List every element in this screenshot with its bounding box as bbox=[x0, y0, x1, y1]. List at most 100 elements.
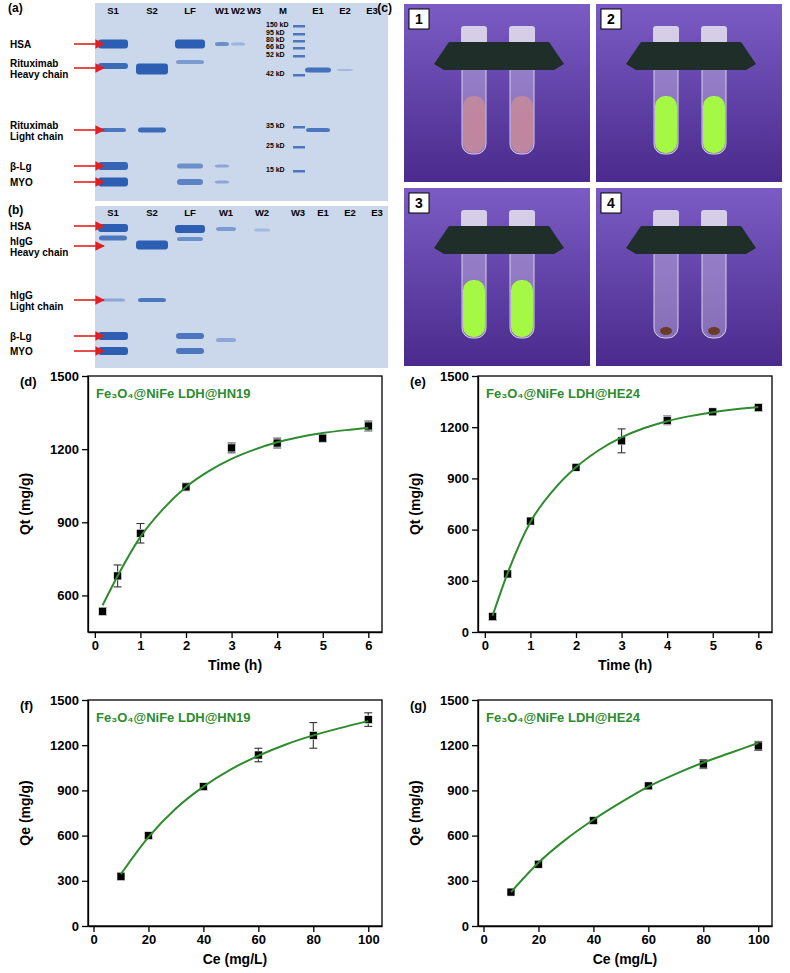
protein-label: β-Lg bbox=[10, 331, 32, 342]
fit-line bbox=[511, 743, 758, 892]
y-tick: 1200 bbox=[50, 738, 88, 753]
y-tick-label: 300 bbox=[447, 873, 469, 888]
x-axis-title: Ce (mg/L) bbox=[203, 951, 268, 967]
axis-line bbox=[88, 701, 89, 927]
gel-panel: (b)S1S2LFW1W2W3E1E2E3HSAhIgGHeavy chainh… bbox=[8, 203, 388, 368]
x-tick-label: 2 bbox=[183, 638, 190, 653]
lane-label: LF bbox=[184, 207, 196, 218]
photo-background bbox=[596, 4, 782, 182]
x-tick-label: 0 bbox=[480, 932, 487, 947]
protein-arrow bbox=[74, 181, 104, 183]
ladder-band bbox=[293, 47, 305, 50]
ladder-band bbox=[293, 74, 305, 77]
y-tick-label: 1200 bbox=[440, 420, 469, 435]
data-point bbox=[228, 444, 236, 452]
y-tick-label: 600 bbox=[57, 828, 79, 843]
chart: 020406080100030060090012001500Ce (mg/L)Q… bbox=[407, 693, 773, 967]
lane-label: W1 bbox=[219, 207, 234, 218]
protein-arrow bbox=[74, 299, 104, 301]
panel-label: (c) bbox=[377, 1, 392, 15]
y-tick-label: 900 bbox=[447, 783, 469, 798]
error-bar-cap bbox=[114, 586, 122, 587]
chart: 0123456030060090012001500Time (h)Qt (mg/… bbox=[407, 369, 773, 673]
y-tick-mark bbox=[82, 835, 88, 836]
gel-band bbox=[136, 64, 168, 75]
gel-band bbox=[254, 229, 270, 232]
x-tick-label: 100 bbox=[358, 932, 380, 947]
y-tick-label: 900 bbox=[57, 783, 79, 798]
x-tick-label: 20 bbox=[142, 932, 156, 947]
x-axis-title: Ce (mg/L) bbox=[593, 951, 658, 967]
photo-image: 2 bbox=[596, 4, 782, 182]
x-tick-mark bbox=[758, 926, 759, 932]
gel-background bbox=[95, 3, 388, 201]
panel-label: (d) bbox=[20, 374, 37, 389]
x-tick: 6 bbox=[755, 632, 762, 653]
x-tick-mark bbox=[368, 632, 369, 638]
y-axis: 030060090012001500 bbox=[440, 369, 478, 640]
y-tick: 900 bbox=[57, 515, 88, 530]
x-tick: 20 bbox=[532, 926, 546, 947]
x-tick: 0 bbox=[482, 632, 489, 653]
y-tick-mark bbox=[82, 926, 88, 927]
protein-label: hIgG bbox=[10, 236, 33, 247]
lane-label: S2 bbox=[146, 5, 158, 16]
tube-liquid bbox=[655, 96, 677, 153]
gel-band bbox=[177, 164, 203, 169]
protein-arrow bbox=[74, 350, 104, 352]
tube-cap bbox=[653, 210, 679, 228]
ladder-band bbox=[293, 55, 305, 58]
y-tick: 600 bbox=[57, 828, 88, 843]
chart-title: Fe₃O₄@NiFe LDH@HE24 bbox=[486, 386, 641, 401]
x-tick-mark bbox=[621, 632, 622, 638]
x-tick-mark bbox=[258, 926, 259, 932]
x-tick: 20 bbox=[142, 926, 156, 947]
panel-label: (g) bbox=[410, 698, 427, 713]
y-tick-mark bbox=[82, 522, 88, 523]
y-tick-label: 300 bbox=[57, 873, 79, 888]
y-tick: 600 bbox=[447, 828, 478, 843]
plot-area bbox=[117, 713, 372, 880]
plot-area bbox=[99, 421, 373, 615]
tube-liquid bbox=[463, 280, 485, 337]
image-label-box bbox=[409, 9, 429, 29]
x-tick-mark bbox=[758, 632, 759, 638]
error-bar-cap bbox=[114, 564, 122, 565]
error-bar bbox=[99, 608, 107, 615]
x-tick-label: 6 bbox=[365, 638, 372, 653]
x-tick-label: 0 bbox=[90, 932, 97, 947]
x-tick-label: 1 bbox=[137, 638, 144, 653]
plot-area bbox=[507, 741, 762, 896]
y-tick-label: 1500 bbox=[440, 693, 469, 708]
tube-cap bbox=[701, 210, 727, 228]
x-tick: 0 bbox=[480, 926, 487, 947]
gel-band bbox=[305, 68, 331, 73]
figure: (a)S1S2LFW1W2W3ME1E2E3150 kD95 kD80 kD66… bbox=[0, 0, 790, 973]
y-tick: 900 bbox=[447, 471, 478, 486]
ladder-label: 66 kD bbox=[266, 43, 285, 50]
fit-line bbox=[103, 428, 369, 605]
y-tick-mark bbox=[472, 700, 478, 701]
lane-label: E3 bbox=[371, 207, 383, 218]
x-axis: 0123456 bbox=[479, 632, 773, 653]
y-tick-label: 1500 bbox=[50, 693, 79, 708]
y-tick-label: 600 bbox=[447, 522, 469, 537]
fit-line bbox=[493, 407, 759, 616]
x-tick-label: 40 bbox=[587, 932, 601, 947]
tube-cap bbox=[653, 26, 679, 44]
x-tick-mark bbox=[593, 926, 594, 932]
y-tick-mark bbox=[82, 790, 88, 791]
error-bar bbox=[319, 435, 327, 442]
y-tick-label: 900 bbox=[447, 471, 469, 486]
x-tick-mark bbox=[713, 632, 714, 638]
x-tick-label: 0 bbox=[482, 638, 489, 653]
x-tick: 1 bbox=[137, 632, 144, 653]
protein-arrow bbox=[74, 67, 104, 69]
y-axis: 030060090012001500 bbox=[50, 693, 88, 934]
y-axis: 030060090012001500 bbox=[440, 693, 478, 934]
tube-liquid bbox=[511, 96, 533, 153]
y-tick-label: 1200 bbox=[440, 738, 469, 753]
y-tick-label: 600 bbox=[57, 588, 79, 603]
axis-line bbox=[479, 926, 773, 927]
axis-line bbox=[478, 377, 479, 633]
